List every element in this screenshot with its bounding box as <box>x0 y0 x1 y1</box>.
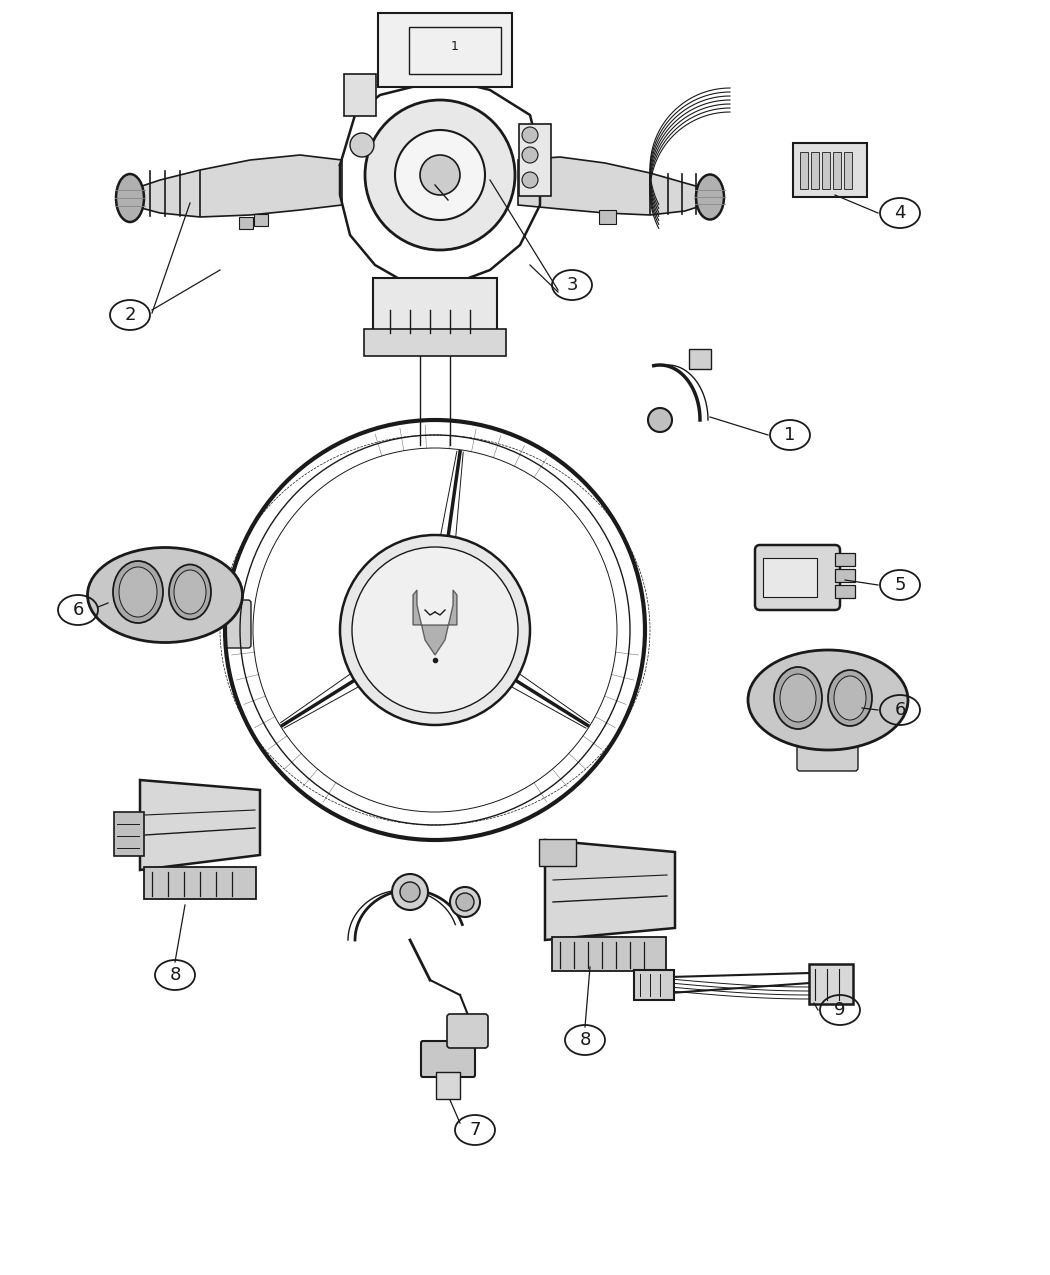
FancyBboxPatch shape <box>436 1072 460 1099</box>
Circle shape <box>340 536 530 725</box>
Text: 9: 9 <box>835 1001 845 1019</box>
FancyBboxPatch shape <box>843 152 852 189</box>
Circle shape <box>350 133 374 157</box>
FancyBboxPatch shape <box>114 812 144 856</box>
FancyBboxPatch shape <box>378 13 512 87</box>
Polygon shape <box>518 157 710 215</box>
Ellipse shape <box>828 669 872 725</box>
Text: 4: 4 <box>895 204 906 222</box>
FancyBboxPatch shape <box>808 964 853 1003</box>
FancyBboxPatch shape <box>835 585 855 598</box>
Ellipse shape <box>169 565 211 620</box>
Ellipse shape <box>696 175 724 219</box>
Circle shape <box>522 147 538 163</box>
FancyBboxPatch shape <box>755 544 840 609</box>
Text: 6: 6 <box>895 701 906 719</box>
Circle shape <box>365 99 514 250</box>
FancyBboxPatch shape <box>833 152 840 189</box>
Polygon shape <box>413 590 457 655</box>
Ellipse shape <box>116 173 144 222</box>
Text: 7: 7 <box>469 1121 481 1139</box>
Text: 1: 1 <box>452 41 459 54</box>
FancyBboxPatch shape <box>239 217 253 230</box>
Polygon shape <box>545 840 675 940</box>
Ellipse shape <box>113 561 163 623</box>
FancyBboxPatch shape <box>797 743 858 771</box>
Text: 1: 1 <box>784 426 796 444</box>
Ellipse shape <box>774 667 822 729</box>
Circle shape <box>395 130 485 221</box>
FancyBboxPatch shape <box>144 867 256 899</box>
FancyBboxPatch shape <box>598 210 616 224</box>
FancyBboxPatch shape <box>519 124 551 196</box>
Ellipse shape <box>119 567 158 617</box>
Text: 8: 8 <box>580 1031 591 1049</box>
FancyBboxPatch shape <box>835 569 855 581</box>
Ellipse shape <box>834 676 866 720</box>
FancyBboxPatch shape <box>421 1040 475 1077</box>
Text: 5: 5 <box>895 576 906 594</box>
Ellipse shape <box>780 674 816 722</box>
FancyBboxPatch shape <box>799 152 807 189</box>
FancyBboxPatch shape <box>364 329 506 356</box>
FancyBboxPatch shape <box>811 152 819 189</box>
FancyBboxPatch shape <box>793 143 867 198</box>
Text: 8: 8 <box>169 966 181 984</box>
FancyBboxPatch shape <box>447 1014 488 1048</box>
Polygon shape <box>140 780 260 870</box>
Ellipse shape <box>174 570 206 615</box>
Text: 6: 6 <box>72 601 84 618</box>
FancyBboxPatch shape <box>689 349 711 368</box>
Text: 2: 2 <box>124 306 135 324</box>
Circle shape <box>450 887 480 917</box>
Circle shape <box>522 128 538 143</box>
FancyBboxPatch shape <box>821 152 830 189</box>
Circle shape <box>420 156 460 195</box>
Polygon shape <box>130 156 342 217</box>
FancyBboxPatch shape <box>763 558 817 597</box>
Ellipse shape <box>87 547 243 643</box>
FancyBboxPatch shape <box>835 553 855 566</box>
FancyBboxPatch shape <box>373 278 497 337</box>
Circle shape <box>400 882 420 901</box>
Ellipse shape <box>748 650 908 750</box>
Circle shape <box>648 408 672 432</box>
FancyBboxPatch shape <box>552 937 666 972</box>
Circle shape <box>392 873 428 910</box>
FancyBboxPatch shape <box>344 74 376 116</box>
FancyBboxPatch shape <box>225 601 251 648</box>
Circle shape <box>352 547 518 713</box>
Circle shape <box>456 892 474 912</box>
FancyBboxPatch shape <box>539 839 576 866</box>
FancyBboxPatch shape <box>634 970 674 1000</box>
FancyBboxPatch shape <box>254 214 268 226</box>
Text: 3: 3 <box>566 275 578 295</box>
Circle shape <box>522 172 538 187</box>
